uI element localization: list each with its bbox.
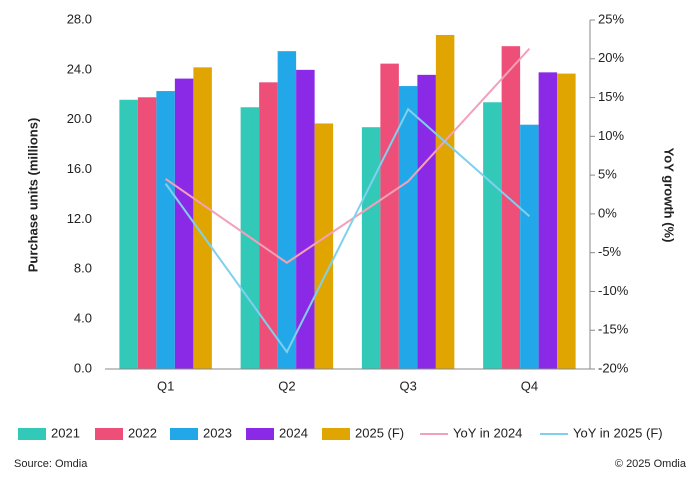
legend-label: 2022: [128, 425, 157, 440]
bar: [557, 73, 576, 369]
bar: [483, 102, 502, 369]
source: Source: Omdia: [14, 458, 88, 470]
y2-tick-label: -15%: [598, 322, 629, 337]
bar: [193, 67, 212, 369]
bar: [277, 51, 297, 370]
y2-tick-label: -5%: [598, 244, 622, 259]
legend-label: YoY in 2025 (F): [573, 425, 663, 440]
legend-label: 2021: [51, 425, 80, 440]
bar: [380, 63, 399, 369]
bar: [520, 124, 539, 369]
legend-label: 2024: [279, 425, 308, 440]
y2-tick-label: 20%: [598, 50, 624, 65]
bar: [137, 97, 157, 370]
bar: [259, 82, 278, 370]
y-tick-label: 12.0: [67, 211, 92, 226]
bar: [417, 74, 436, 369]
bar: [119, 99, 138, 370]
x-tick-label: Q2: [278, 378, 295, 393]
y2-tick-label: 15%: [598, 89, 624, 104]
bar: [538, 72, 558, 369]
y-tick-label: 8.0: [74, 261, 92, 276]
bar: [174, 78, 194, 369]
bar: [314, 123, 334, 369]
y2-axis-title: YoY growth (%): [662, 148, 677, 243]
y-axis-title: Purchase units (millions): [25, 118, 40, 273]
legend-label: YoY in 2024: [453, 425, 522, 440]
legend-swatch: [95, 428, 123, 440]
y-tick-label: 28.0: [67, 11, 92, 26]
y2-tick-label: -20%: [598, 360, 629, 375]
line: [165, 48, 531, 264]
bar: [156, 91, 175, 370]
legend-swatch: [246, 428, 274, 440]
y-tick-label: 16.0: [67, 161, 92, 176]
legend-label: 2023: [203, 425, 232, 440]
x-tick-label: Q4: [521, 378, 538, 393]
y-tick-label: 0.0: [74, 360, 92, 375]
legend-swatch: [322, 428, 350, 440]
x-tick-label: Q3: [399, 378, 416, 393]
y2-tick-label: 0%: [598, 205, 617, 220]
bar: [501, 46, 521, 370]
bar: [361, 127, 381, 369]
x-tick-label: Q1: [157, 378, 174, 393]
legend-label: 2025 (F): [355, 425, 404, 440]
y2-tick-label: 5%: [598, 167, 617, 182]
bar: [398, 86, 418, 369]
y-tick-label: 4.0: [74, 311, 92, 326]
y2-tick-label: -10%: [598, 283, 629, 298]
y-tick-label: 20.0: [67, 111, 92, 126]
line: [164, 107, 531, 354]
legend-swatch: [170, 428, 198, 440]
y-tick-label: 24.0: [67, 61, 92, 76]
legend-swatch: [18, 428, 46, 440]
copyright: © 2025 Omdia: [615, 458, 687, 470]
y2-tick-label: 10%: [598, 128, 624, 143]
bar: [296, 69, 315, 369]
bar: [435, 34, 455, 369]
y2-tick-label: 25%: [598, 11, 624, 26]
